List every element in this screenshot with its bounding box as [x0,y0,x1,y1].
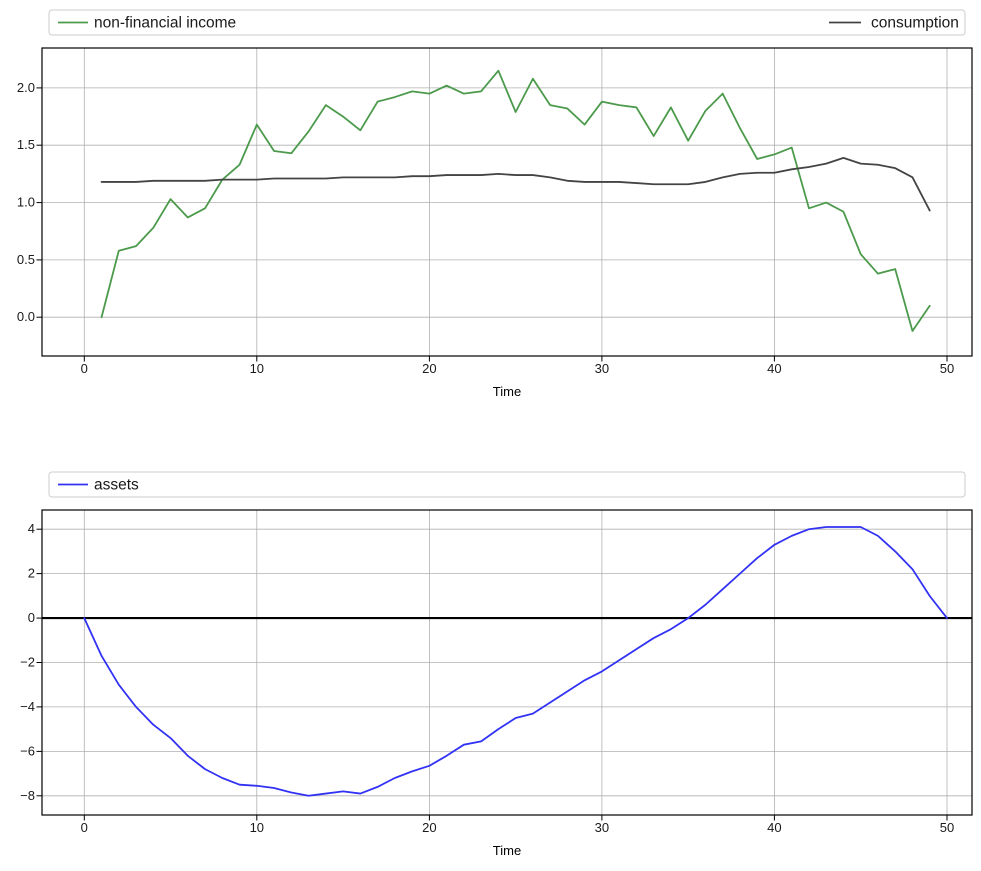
svg-text:assets: assets [94,477,139,494]
svg-text:20: 20 [422,820,436,835]
svg-text:−4: −4 [20,699,35,714]
svg-text:40: 40 [767,820,781,835]
svg-text:0.0: 0.0 [17,309,35,324]
svg-text:4: 4 [28,521,35,536]
svg-text:50: 50 [940,361,954,376]
svg-text:2.0: 2.0 [17,80,35,95]
svg-text:−8: −8 [20,788,35,803]
svg-text:0: 0 [81,820,88,835]
svg-text:−6: −6 [20,743,35,758]
svg-text:30: 30 [595,361,609,376]
svg-text:0: 0 [28,610,35,625]
svg-text:1.0: 1.0 [17,195,35,210]
svg-text:50: 50 [940,820,954,835]
svg-text:consumption: consumption [871,15,959,32]
svg-text:30: 30 [595,820,609,835]
svg-text:20: 20 [422,361,436,376]
svg-text:non-financial income: non-financial income [94,15,236,32]
svg-text:10: 10 [250,820,264,835]
svg-text:0.5: 0.5 [17,252,35,267]
svg-text:2: 2 [28,566,35,581]
svg-text:Time: Time [493,843,521,858]
svg-text:−2: −2 [20,655,35,670]
svg-text:40: 40 [767,361,781,376]
svg-text:1.5: 1.5 [17,137,35,152]
svg-text:Time: Time [493,384,521,399]
svg-text:0: 0 [81,361,88,376]
svg-text:10: 10 [250,361,264,376]
